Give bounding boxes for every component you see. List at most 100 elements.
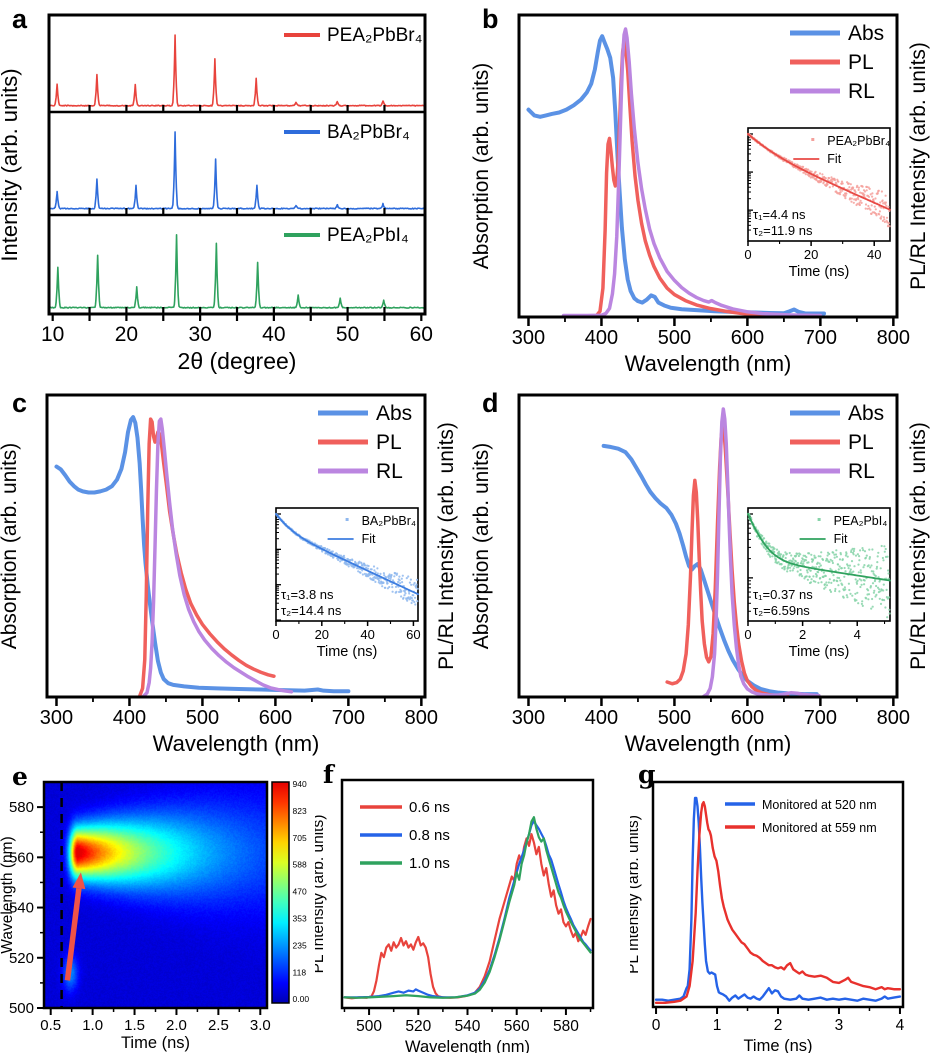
svg-text:353: 353: [293, 914, 307, 924]
svg-text:400: 400: [585, 707, 618, 729]
panel-a-label: a: [12, 4, 28, 34]
svg-text:800: 800: [877, 707, 910, 729]
svg-text:PL Intensity (arb. units): PL Intensity (arb. units): [315, 815, 327, 974]
svg-text:470: 470: [293, 887, 307, 897]
svg-text:Absorption (arb. units): Absorption (arb. units): [0, 443, 21, 650]
svg-text:700: 700: [804, 707, 837, 729]
svg-text:Wavelength (nm): Wavelength (nm): [625, 351, 792, 376]
svg-text:RL: RL: [848, 80, 875, 103]
svg-text:Abs: Abs: [848, 402, 884, 425]
svg-text:Time (ns): Time (ns): [789, 264, 850, 280]
svg-text:1.0: 1.0: [82, 1017, 103, 1034]
panel-g-label: g: [638, 760, 656, 789]
svg-text:520: 520: [405, 1018, 431, 1035]
svg-text:600: 600: [731, 327, 764, 349]
svg-text:Abs: Abs: [848, 22, 884, 45]
svg-text:τ₁=4.4 ns: τ₁=4.4 ns: [753, 207, 806, 222]
svg-text:τ₁=0.37 ns: τ₁=0.37 ns: [753, 587, 813, 602]
svg-text:4: 4: [896, 1017, 905, 1034]
panel-e-chart: 0.5 1.0 1.5 2.0 2.5 3.0 500 520 540 560 580 Time (n…: [0, 779, 310, 1052]
svg-text:520: 520: [9, 950, 34, 967]
panel-f-chart: 500 520 540 560 580 Wavelength (nm) PL Intensi…: [315, 778, 595, 1053]
svg-text:50: 50: [336, 323, 359, 346]
svg-text:RL: RL: [376, 460, 403, 483]
svg-text:BA₂PbBr₄: BA₂PbBr₄: [327, 122, 410, 143]
panel-c-spectra: c 300 400 500 600 700 800 Wavelength (nm) Absor…: [0, 380, 472, 760]
svg-text:118: 118: [293, 967, 307, 977]
svg-text:940: 940: [293, 779, 307, 789]
svg-text:60: 60: [410, 323, 433, 346]
svg-text:40: 40: [360, 627, 374, 642]
panel-e-label: e: [12, 762, 28, 791]
svg-text:Wavelength (nm): Wavelength (nm): [0, 836, 16, 953]
svg-text:PEA₂PbBr₄: PEA₂PbBr₄: [827, 134, 890, 148]
svg-text:300: 300: [512, 707, 545, 729]
panel-g-kinetics: g 0 1 2 3 4 Time (ns) PL Intensity (arb. units…: [630, 760, 944, 1053]
svg-text:2.5: 2.5: [208, 1017, 229, 1034]
svg-text:Time (ns): Time (ns): [317, 644, 378, 660]
svg-text:400: 400: [585, 327, 618, 349]
svg-text:PL/RL Intensity (arb. units): PL/RL Intensity (arb. units): [435, 422, 458, 670]
svg-text:Time (ns): Time (ns): [743, 1037, 812, 1053]
svg-text:300: 300: [40, 707, 73, 729]
svg-text:0.6 ns: 0.6 ns: [409, 799, 450, 816]
svg-text:1: 1: [713, 1017, 722, 1034]
svg-text:Intensity (arb. units): Intensity (arb. units): [0, 68, 22, 261]
svg-text:2.0: 2.0: [166, 1017, 187, 1034]
streak-heatmap-image: [44, 782, 267, 1008]
svg-text:823: 823: [293, 806, 307, 816]
svg-text:Fit: Fit: [827, 152, 841, 166]
svg-text:700: 700: [332, 707, 365, 729]
svg-text:PL: PL: [376, 431, 402, 454]
panel-f-label: f: [323, 760, 334, 789]
svg-text:0: 0: [744, 247, 751, 262]
svg-text:235: 235: [293, 940, 307, 950]
svg-text:Absorption (arb. units): Absorption (arb. units): [472, 443, 493, 650]
svg-text:Wavelength (nm): Wavelength (nm): [405, 1038, 530, 1053]
svg-text:4: 4: [854, 627, 861, 642]
svg-text:560: 560: [9, 849, 34, 866]
svg-text:3.0: 3.0: [250, 1017, 271, 1034]
svg-text:800: 800: [877, 327, 910, 349]
panel-d-spectra: d 300 400 500 600 700 800 Wavelength (nm) Absor…: [472, 380, 944, 760]
svg-text:500: 500: [186, 707, 219, 729]
svg-text:1.5: 1.5: [124, 1017, 145, 1034]
svg-text:BA₂PbBr₄: BA₂PbBr₄: [362, 514, 416, 528]
svg-text:Wavelength (nm): Wavelength (nm): [153, 731, 320, 756]
svg-text:705: 705: [293, 833, 307, 843]
svg-text:600: 600: [731, 707, 764, 729]
svg-text:40: 40: [867, 247, 881, 262]
svg-text:60: 60: [406, 627, 420, 642]
svg-text:Time (ns): Time (ns): [121, 1034, 190, 1052]
svg-text:Monitored at 559 nm: Monitored at 559 nm: [762, 821, 877, 835]
svg-text:700: 700: [804, 327, 837, 349]
svg-text:Absorption (arb. units): Absorption (arb. units): [472, 63, 493, 270]
svg-text:PEA₂PbI₄: PEA₂PbI₄: [834, 514, 888, 528]
svg-text:τ₁=3.8 ns: τ₁=3.8 ns: [281, 587, 334, 602]
panel-a-xrd: a PEA₂PbBr₄ BA₂PbBr₄ PEA₂PbI₄ 10 20 30 40 50 60 2…: [0, 0, 472, 380]
svg-text:Wavelength (nm): Wavelength (nm): [625, 731, 792, 756]
svg-text:20: 20: [115, 323, 138, 346]
svg-text:Fit: Fit: [834, 532, 848, 546]
svg-text:Monitored at 520 nm: Monitored at 520 nm: [762, 798, 877, 812]
svg-text:300: 300: [512, 327, 545, 349]
svg-text:0.00: 0.00: [293, 994, 310, 1004]
svg-text:PL/RL Intensity (arb. units): PL/RL Intensity (arb. units): [907, 42, 930, 290]
svg-text:2: 2: [799, 627, 806, 642]
svg-text:10: 10: [41, 323, 64, 346]
svg-text:2: 2: [774, 1017, 783, 1034]
svg-text:PL/RL Intensity (arb. units): PL/RL Intensity (arb. units): [907, 422, 930, 670]
svg-text:20: 20: [804, 247, 818, 262]
svg-text:500: 500: [658, 327, 691, 349]
svg-text:PL: PL: [848, 51, 874, 74]
svg-text:30: 30: [188, 323, 211, 346]
panel-b-label: b: [482, 4, 499, 34]
svg-text:PEA₂PbI₄: PEA₂PbI₄: [327, 225, 409, 246]
svg-text:τ₂=14.4 ns: τ₂=14.4 ns: [281, 603, 342, 618]
svg-text:0: 0: [744, 627, 751, 642]
svg-text:0.5: 0.5: [40, 1017, 61, 1034]
svg-text:2θ (degree): 2θ (degree): [178, 348, 297, 374]
panel-f-time-sliced-spectra: f 500 520 540 560 580 Wavelength (nm) PL Inten…: [315, 760, 630, 1053]
